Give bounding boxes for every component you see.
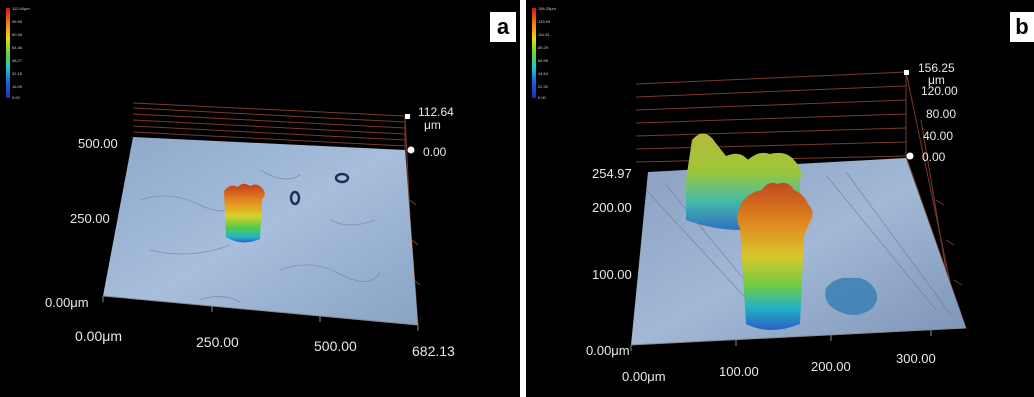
- ring-feature-1: [289, 190, 301, 206]
- pillar-feature-a: [224, 183, 265, 243]
- x-axis-b: [630, 327, 967, 351]
- y-label-500-a: 500.00: [78, 136, 118, 151]
- x-label-0-a: 0.00μm: [75, 328, 122, 344]
- x-label-100-b: 100.00: [719, 364, 759, 379]
- z-zero-marker-b: [906, 152, 914, 160]
- legend-tick: 0.00: [538, 95, 546, 100]
- legend-tick: 89.29: [538, 45, 549, 50]
- legend-tick: 66.96: [538, 58, 549, 63]
- color-scale-bar-b: [532, 8, 536, 98]
- color-scale-bar-a: [6, 8, 10, 98]
- x-label-250-a: 250.00: [196, 334, 239, 350]
- surface-plane-a: [103, 137, 418, 325]
- legend-tick: 156.25μm: [538, 6, 556, 11]
- panel-a: 112.64μm 96.55 80.46 64.36 48.27 32.18 1…: [0, 0, 520, 397]
- legend-tick: 96.55: [12, 19, 23, 24]
- legend-tick: 0.00: [12, 95, 20, 100]
- z-max-label-b: 156.25: [918, 61, 955, 75]
- back-grid-a: [132, 102, 406, 150]
- surface-plot-a: [102, 102, 421, 331]
- legend-tick: 80.46: [12, 32, 23, 37]
- z-unit-label-a: μm: [424, 118, 441, 132]
- z-max-label-a: 112.64: [418, 105, 454, 119]
- color-scale-legend-a: 112.64μm 96.55 80.46 64.36 48.27 32.18 1…: [4, 4, 34, 102]
- y-label-100-b: 100.00: [592, 267, 632, 282]
- y-label-0-b: 0.00μm: [586, 343, 630, 358]
- ring-feature-2: [334, 172, 350, 184]
- legend-tick: 133.93: [538, 19, 551, 24]
- right-wall-b: [905, 71, 967, 329]
- x-label-682-a: 682.13: [412, 343, 455, 359]
- z-unit-label-b: μm: [928, 73, 945, 87]
- panel-b: 156.25μm 133.93 111.61 89.29 66.96 44.64…: [526, 0, 1034, 397]
- z-max-marker-a: [405, 114, 410, 119]
- legend-tick: 22.32: [538, 84, 549, 89]
- surface-plot-b: [630, 70, 967, 351]
- z-zero-label-b: 0.00: [922, 150, 946, 164]
- x-label-200-b: 200.00: [811, 359, 851, 374]
- y-label-250-a: 250.00: [70, 211, 110, 226]
- y-label-0-a: 0.00μm: [45, 295, 89, 310]
- z-label-120-b: 120.00: [921, 84, 958, 98]
- x-label-0-b: 0.00μm: [622, 369, 666, 384]
- z-zero-marker-a: [407, 146, 415, 154]
- z-zero-label-a: 0.00: [423, 145, 447, 159]
- legend-tick: 64.36: [12, 45, 23, 50]
- y-label-254-b: 254.97: [592, 166, 632, 181]
- legend-tick: 112.64μm: [12, 6, 30, 11]
- panel-letter-b: b: [1010, 12, 1034, 42]
- panel-letter-a: a: [490, 12, 516, 42]
- legend-tick: 48.27: [12, 58, 23, 63]
- legend-tick: 111.61: [538, 32, 550, 37]
- blob-feature-b: [825, 277, 878, 315]
- x-axis-a: [102, 295, 419, 331]
- legend-tick: 32.18: [12, 71, 23, 76]
- z-label-80-b: 80.00: [926, 107, 957, 121]
- color-scale-legend-b: 156.25μm 133.93 111.61 89.29 66.96 44.64…: [530, 4, 560, 102]
- z-max-marker-b: [904, 70, 909, 75]
- y-label-200-b: 200.00: [592, 200, 632, 215]
- x-label-300-b: 300.00: [896, 351, 936, 366]
- z-label-40-b: 40.00: [923, 129, 954, 143]
- legend-tick: 16.09: [12, 84, 23, 89]
- x-label-500-a: 500.00: [314, 338, 357, 354]
- back-grid-b: [635, 71, 907, 163]
- pillar-feature-b: [737, 182, 813, 330]
- legend-tick: 44.64: [538, 71, 549, 76]
